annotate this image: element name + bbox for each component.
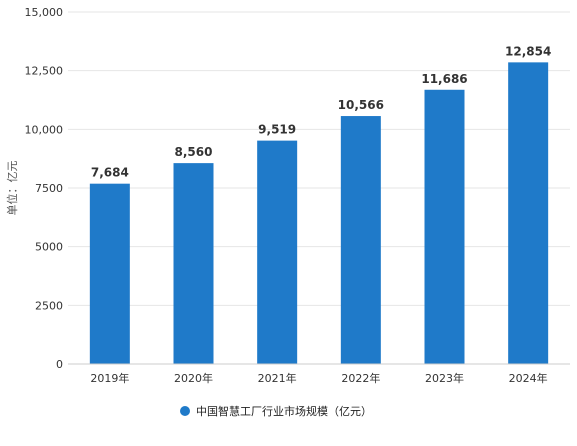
x-tick-label: 2024年: [509, 371, 548, 385]
y-axis-ticks: 0 2500 5000 7500 10,000 12,500 15,000: [25, 6, 64, 371]
bar: [508, 62, 549, 364]
legend-marker: [180, 406, 190, 416]
bar: [173, 163, 214, 364]
y-tick-label: 5000: [35, 241, 63, 254]
bars: [89, 62, 549, 365]
x-axis-ticks: 2019年 2020年 2021年 2022年 2023年 2024年: [90, 371, 547, 385]
data-label: 9,519: [258, 123, 296, 137]
y-tick-label: 10,000: [25, 123, 64, 136]
data-label: 12,854: [505, 44, 551, 58]
data-label: 7,684: [91, 166, 129, 180]
y-tick-label: 2500: [35, 299, 63, 312]
y-tick-label: 12,500: [25, 65, 64, 78]
y-axis-label: 单位：亿元: [5, 161, 19, 216]
grid-lines: [68, 11, 570, 306]
data-label: 10,566: [338, 98, 384, 112]
y-tick-label: 0: [56, 358, 63, 371]
x-tick-label: 2019年: [90, 371, 129, 385]
data-labels: 7,684 8,560 9,519 10,566 11,686 12,854: [91, 44, 551, 179]
y-tick-label: 15,000: [25, 6, 64, 19]
x-tick-label: 2021年: [258, 371, 297, 385]
legend-label: 中国智慧工厂行业市场规模（亿元）: [196, 404, 372, 418]
bar: [89, 183, 130, 364]
x-tick-label: 2022年: [341, 371, 380, 385]
data-label: 8,560: [175, 145, 213, 159]
x-tick-label: 2023年: [425, 371, 464, 385]
y-tick-label: 7500: [35, 182, 63, 195]
data-label: 11,686: [421, 72, 467, 86]
bar: [340, 116, 381, 364]
legend: 中国智慧工厂行业市场规模（亿元）: [180, 404, 372, 418]
bar: [424, 89, 465, 365]
bar: [257, 140, 298, 364]
x-tick-label: 2020年: [174, 371, 213, 385]
